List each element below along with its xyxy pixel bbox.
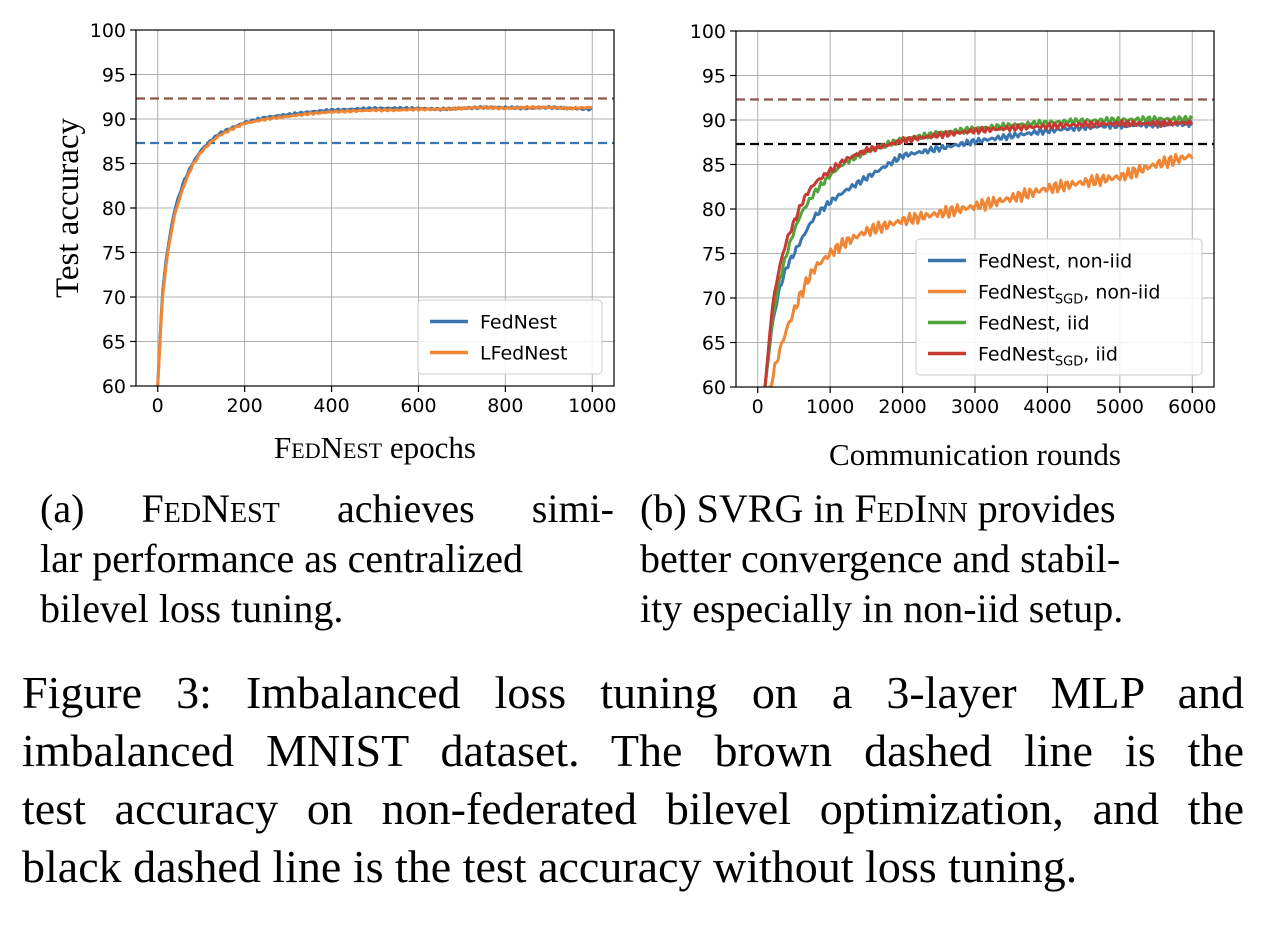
x-tick-label: 600	[400, 395, 436, 417]
subcaption-b-method: FedInn	[854, 486, 968, 531]
subcaption-b-post: provides	[967, 486, 1116, 531]
x-tick-label: 4000	[1023, 396, 1071, 418]
x-tick-label: 400	[313, 395, 349, 417]
legend: FedNest LFedNest	[417, 299, 603, 375]
x-tick-label: 6000	[1168, 396, 1216, 418]
legend-box	[915, 238, 1203, 376]
legend-label-3: FedNestSGD, iid	[978, 344, 1118, 370]
x-tick-label: 2000	[878, 396, 926, 418]
caption-line-2: imbalanced MNIST dataset. The brown dash…	[22, 725, 1244, 776]
y-tick-label: 95	[102, 65, 126, 87]
subcaption-a: (a) FedNest achieves simi- lar performan…	[40, 484, 614, 634]
subcaption-a-line1: achieves simi-	[336, 486, 614, 531]
x-axis-label-rest: epochs	[382, 430, 476, 465]
series-line-0	[763, 119, 1193, 387]
x-axis-label: Communication rounds	[829, 437, 1121, 472]
y-tick-label: 70	[102, 287, 126, 309]
x-tick-label: 1000	[568, 395, 616, 417]
y-tick-label: 75	[702, 244, 726, 266]
y-tick-label: 70	[702, 288, 726, 310]
caption-line-1: Figure 3: Imbalanced loss tuning on a 3-…	[22, 667, 1244, 718]
y-tick-label: 90	[102, 109, 126, 131]
x-axis-label: FedNest epochs	[274, 430, 476, 465]
y-tick-label: 60	[702, 377, 726, 399]
subcaption-a-line3: bilevel loss tuning.	[40, 586, 344, 631]
y-tick-label: 95	[702, 66, 726, 88]
y-tick-label: 80	[702, 199, 726, 221]
subcaption-b-pre: (b) SVRG in	[640, 486, 855, 531]
subcaption-b-line2: better convergence and stabil-	[640, 536, 1121, 581]
subcaption-a-method: FedNest	[141, 486, 280, 531]
series-line-1	[768, 153, 1194, 387]
series-line-1	[156, 104, 593, 386]
x-tick-label: 3000	[951, 396, 999, 418]
y-tick-label: 65	[702, 333, 726, 355]
legend-label-1: LFedNest	[480, 343, 567, 365]
x-tick-label: 200	[227, 395, 263, 417]
caption-line-3: test accuracy on non-federated bilevel o…	[22, 783, 1244, 834]
plot-area	[136, 97, 614, 386]
legend-box	[417, 299, 603, 375]
chart-panel-a: 0 200 400 600 800 1000 60 65 70 75 80 85 90 95 100 FedN…	[50, 20, 616, 465]
x-tick-label: 5000	[1096, 396, 1144, 418]
y-tick-label: 90	[702, 110, 726, 132]
y-tick-label: 80	[102, 198, 126, 220]
y-axis-label: Test accuracy	[50, 118, 86, 298]
x-axis-label-method: FedNest	[274, 430, 383, 465]
series-line-3	[763, 119, 1194, 387]
y-tick-label: 65	[102, 332, 126, 354]
subcaption-a-label: (a)	[40, 486, 85, 531]
y-tick-label: 60	[102, 376, 126, 398]
x-tick-label: 1000	[806, 396, 854, 418]
x-tick-label: 0	[752, 396, 764, 418]
chart-panel-b: 0 1000 2000 3000 4000 5000 6000 60 65 70 75 80 85 90 9…	[690, 21, 1217, 472]
x-tick-label: 0	[152, 395, 164, 417]
figure-canvas: 0 200 400 600 800 10006065707580859095100FedN…	[50, 20, 1217, 472]
legend-label-0: FedNest, non-iid	[978, 251, 1132, 273]
y-tick-label: 100	[90, 20, 126, 42]
plot-area	[736, 98, 1214, 387]
subcaption-b: (b) SVRG in FedInn provides better conve…	[640, 484, 1230, 634]
legend-label-1: FedNestSGD, non-iid	[978, 282, 1161, 308]
y-tick-label: 75	[102, 243, 126, 265]
y-tick-label: 85	[702, 155, 726, 177]
figure-caption: Figure 3: Imbalanced loss tuning on a 3-…	[22, 664, 1244, 896]
legend-label-0: FedNest	[480, 312, 557, 334]
legend-label-2: FedNest, iid	[978, 313, 1090, 335]
caption-line-4: black dashed line is the test accuracy w…	[22, 841, 1078, 892]
x-tick-label: 800	[487, 395, 523, 417]
subcaption-a-line2: lar performance as centralized	[40, 536, 524, 581]
y-tick-label: 100	[690, 21, 726, 43]
subcaption-b-line3: ity especially in non-iid setup.	[640, 586, 1124, 631]
legend: FedNest, non-iid FedNestSGD, non-iid FedNe…	[915, 238, 1203, 376]
y-tick-label: 85	[102, 154, 126, 176]
